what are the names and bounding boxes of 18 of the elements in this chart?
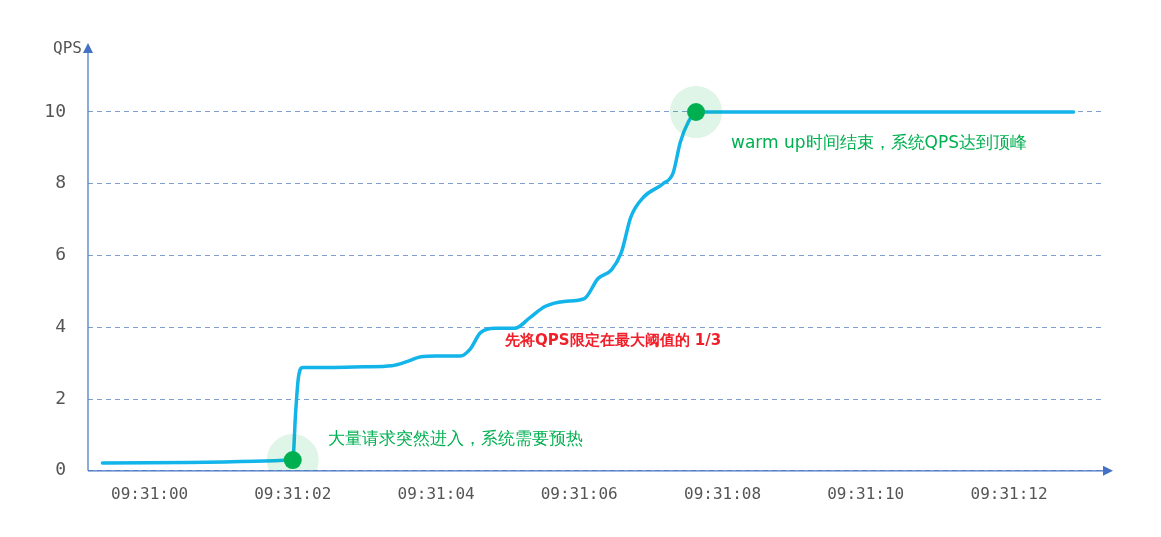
x-tick-label: 09:31:02	[254, 483, 332, 503]
y-tick-label: 2	[55, 386, 66, 408]
y-tick-label: 8	[55, 171, 66, 193]
y-tick-label: 0	[55, 458, 66, 480]
annotation: warm up时间结束，系统QPS达到顶峰	[731, 132, 1027, 153]
x-tick-label: 09:31:08	[684, 483, 762, 503]
y-tick-label: 10	[44, 99, 66, 121]
y-tick-label: 6	[55, 243, 66, 265]
line-series	[100, 110, 1076, 465]
annotation: 大量请求突然进入，系统需要预热	[327, 428, 583, 449]
x-tick-label: 09:31:06	[540, 483, 618, 503]
x-tick-label: 09:31:10	[827, 483, 905, 503]
x-tick-label: 09:31:04	[397, 483, 475, 503]
annotation: 先将QPS限定在最大阈值的 1/3	[503, 330, 722, 349]
x-tick-label: 09:31:00	[111, 483, 189, 503]
x-tick-label: 09:31:12	[970, 483, 1048, 503]
y-axis-title: QPS	[53, 38, 82, 58]
y-tick-label: 4	[55, 314, 66, 336]
